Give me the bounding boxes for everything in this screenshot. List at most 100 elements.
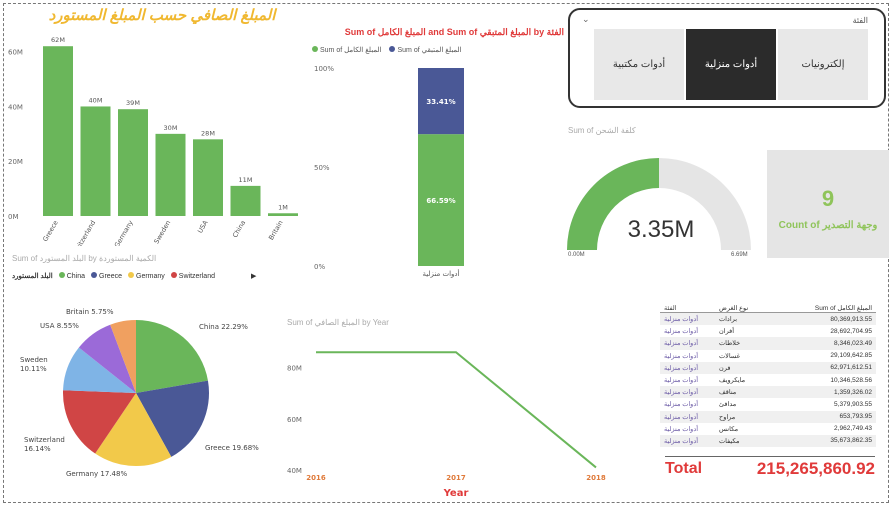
gauge-value: 3.35M: [627, 216, 695, 243]
bar-value-label: 28M: [201, 129, 215, 137]
bar-value-label: 30M: [164, 124, 178, 132]
slicer-title: الفئة: [852, 16, 868, 25]
table-row[interactable]: أدوات منزلية مناقف 1,359,326.02: [660, 386, 876, 399]
bar-chart[interactable]: 60M 40M 20M 0M 62M Greece 40M Switzerland 39M Ger…: [4, 30, 310, 246]
y-tick-label: 40M: [287, 467, 302, 475]
table-row[interactable]: أدوات منزلية مايكرويف 10,346,528.56: [660, 374, 876, 386]
table-row[interactable]: أدوات منزلية مكيفات 35,673,862.35: [660, 434, 876, 448]
table-header: الفئة نوع الغرض Sum of المبلغ الكامل: [660, 300, 876, 313]
y-tick-label: 20M: [8, 158, 23, 166]
chevron-down-icon[interactable]: ⌄: [582, 14, 590, 24]
x-tick-label: أدوات منزلية: [423, 269, 460, 278]
cell-item-type: غسالات: [719, 352, 741, 360]
pie-slice-germany: [95, 393, 172, 466]
bar-switzerland: [80, 106, 111, 216]
pie-label-china: China 22.29%: [199, 323, 248, 331]
legend-next-arrow-icon[interactable]: ▶: [251, 273, 257, 280]
table-row[interactable]: أدوات منزلية مدافئ 5,379,903.55: [660, 398, 876, 410]
bar-greece: [43, 46, 73, 216]
table-row[interactable]: أدوات منزلية غسالات 29,109,642.85: [660, 350, 876, 362]
bar-germany: [118, 109, 148, 216]
pie-slice-greece: [136, 380, 209, 457]
total-value: 215,265,860.92: [756, 459, 875, 478]
stack-segment-remaining: [418, 68, 464, 135]
pie-chart-title: Sum of البلد المستورد by الكمية المستورد…: [12, 254, 157, 263]
table-row[interactable]: أدوات منزلية أفران 28,692,704.95: [660, 325, 876, 337]
stack-label-remaining: 33.41%: [426, 98, 455, 106]
bar-britain: [268, 213, 298, 216]
pie-legend-switzerland: Switzerland: [170, 272, 215, 280]
bar-chart-title: المبلغ الصافي حسب المبلغ المستورد: [48, 7, 276, 24]
table-row[interactable]: أدوات منزلية برادات 80,369,913.55: [660, 313, 876, 326]
y-tick-label: 60M: [287, 416, 302, 424]
slicer-item-office[interactable]: أدوات مكتبية: [594, 29, 684, 100]
bar-value-label: 1M: [278, 203, 288, 211]
gauge-max: 6.69M: [731, 252, 748, 258]
cell-full-amount: 8,346,023.49: [834, 339, 872, 347]
gauge-title: Sum of كلفة الشحن: [568, 126, 636, 135]
cell-category: أدوات منزلية: [664, 377, 699, 385]
cell-category: أدوات منزلية: [664, 437, 699, 445]
line-chart-title: Sum of المبلغ الصافي by Year: [287, 318, 389, 327]
stack-chart-title: الفئة by المبلغ المتبقي and Sum of المبل…: [344, 27, 564, 37]
pie-label-sweden: Sweden: [20, 356, 48, 364]
kpi-value: 9: [821, 186, 835, 211]
pie-legend-china: China: [58, 272, 85, 280]
x-tick-label: 2017: [446, 474, 466, 482]
cell-full-amount: 35,673,862.35: [830, 437, 872, 445]
cell-item-type: مدافئ: [719, 401, 737, 409]
header-category[interactable]: الفئة: [664, 305, 677, 312]
cell-item-type: مكانس: [719, 425, 739, 433]
pie-slice-china: [136, 320, 208, 393]
stacked-bar-chart[interactable]: 100% 50% 0% 66.59% 33.41% أدوات منزلية: [312, 58, 564, 280]
table-row[interactable]: أدوات منزلية مكانس 2,962,749.43: [660, 423, 876, 435]
pie-slice-sweden: [63, 347, 136, 393]
cell-full-amount: 2,962,749.43: [834, 425, 872, 433]
cell-category: أدوات منزلية: [664, 352, 699, 360]
gauge-min: 0.00M: [568, 252, 585, 258]
header-item-type[interactable]: نوع الغرض: [719, 305, 749, 312]
pie-chart[interactable]: China 22.29% Greece 19.68% Germany 17.48% S…: [4, 290, 294, 486]
header-full-amount[interactable]: Sum of المبلغ الكامل: [814, 305, 872, 312]
pie-label-pct: 10.11%: [20, 365, 47, 373]
cell-item-type: مايكرويف: [719, 377, 746, 385]
cell-category: أدوات منزلية: [664, 389, 699, 397]
bar-usa: [193, 139, 223, 216]
cell-full-amount: 80,369,913.55: [830, 315, 872, 323]
pie-slice-britain: [110, 320, 136, 393]
pie-legend: البلد المستورد China Greece Germany Swit…: [12, 272, 215, 280]
slicer-item-household[interactable]: أدوات منزلية: [686, 29, 776, 100]
bar-china: [230, 185, 261, 216]
x-tick-label: Britain: [267, 219, 285, 242]
table-row[interactable]: أدوات منزلية مراوح 653,793.95: [660, 410, 876, 423]
y-tick-label: 0%: [314, 263, 325, 271]
pie-label-britain: Britain 5.75%: [66, 308, 114, 316]
x-tick-label: Germany: [113, 219, 135, 246]
cell-full-amount: 62,971,612.51: [830, 364, 872, 372]
stack-segment-full: [418, 134, 464, 266]
pie-slice-switzerland: [63, 390, 136, 454]
cell-category: أدوات منزلية: [664, 413, 699, 421]
total-label: Total: [665, 460, 703, 477]
gauge-chart[interactable]: [566, 150, 756, 265]
x-tick-label: 2016: [306, 474, 326, 482]
table-row[interactable]: أدوات منزلية فرن 62,971,612.51: [660, 361, 876, 374]
x-tick-label: Greece: [41, 219, 59, 243]
cell-full-amount: 653,793.95: [839, 413, 872, 421]
x-tick-label: 2018: [586, 474, 606, 482]
pie-legend-germany: Germany: [128, 272, 165, 280]
kpi-card[interactable]: 9 Count of وجهة التصدير: [767, 150, 889, 258]
bar-sweden: [155, 133, 186, 216]
pie-label-usa: USA 8.55%: [40, 322, 79, 330]
bar-value-label: 11M: [239, 176, 253, 184]
table-row[interactable]: أدوات منزلية خلاطات 8,346,023.49: [660, 337, 876, 350]
slicer-item-electronics[interactable]: إلكترونيات: [778, 29, 868, 100]
cell-category: أدوات منزلية: [664, 340, 699, 348]
cell-item-type: مناقف: [719, 389, 737, 397]
pie-legend-greece: Greece: [91, 272, 122, 280]
line-chart[interactable]: 80M 60M 40M 2016 2017 2018 Year: [283, 334, 613, 502]
pie-label-germany: Germany 17.48%: [66, 470, 127, 478]
y-tick-label: 60M: [8, 49, 23, 57]
y-tick-label: 100%: [314, 65, 334, 73]
cell-item-type: برادات: [719, 316, 738, 324]
